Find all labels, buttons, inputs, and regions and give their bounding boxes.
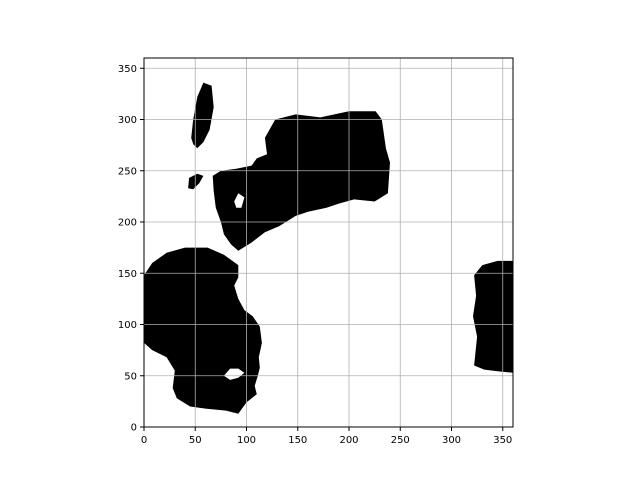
hole-lower-left-hole — [223, 368, 245, 380]
y-tick-label-150: 150 — [118, 269, 137, 280]
y-tick-label-350: 350 — [118, 64, 137, 75]
y-tick-label-100: 100 — [118, 320, 137, 331]
y-tick-label-50: 50 — [124, 371, 137, 382]
x-tick-label-100: 100 — [237, 435, 256, 446]
x-tick-label-150: 150 — [288, 435, 307, 446]
region-upper-left-strip — [191, 82, 214, 149]
region-central-mass — [212, 111, 390, 251]
y-tick-label-300: 300 — [118, 115, 137, 126]
y-tick-label-250: 250 — [118, 166, 137, 177]
plot-frame — [143, 57, 514, 428]
x-tick-label-300: 300 — [442, 435, 461, 446]
x-tick-label-0: 0 — [141, 435, 147, 446]
x-axis: 0 50 100 150 200 250 300 350 — [141, 427, 512, 446]
masked-regions — [144, 82, 513, 414]
hole-central-hole — [234, 193, 245, 208]
region-right-mass — [473, 260, 513, 373]
x-tick-label-250: 250 — [391, 435, 410, 446]
y-tick-label-0: 0 — [131, 423, 137, 434]
x-tick-label-350: 350 — [493, 435, 512, 446]
y-tick-label-200: 200 — [118, 218, 137, 229]
y-axis: 0 50 100 150 200 250 300 350 — [118, 64, 144, 434]
region-tiny-notch — [188, 173, 204, 190]
x-tick-label-50: 50 — [189, 435, 202, 446]
x-tick-label-200: 200 — [339, 435, 358, 446]
